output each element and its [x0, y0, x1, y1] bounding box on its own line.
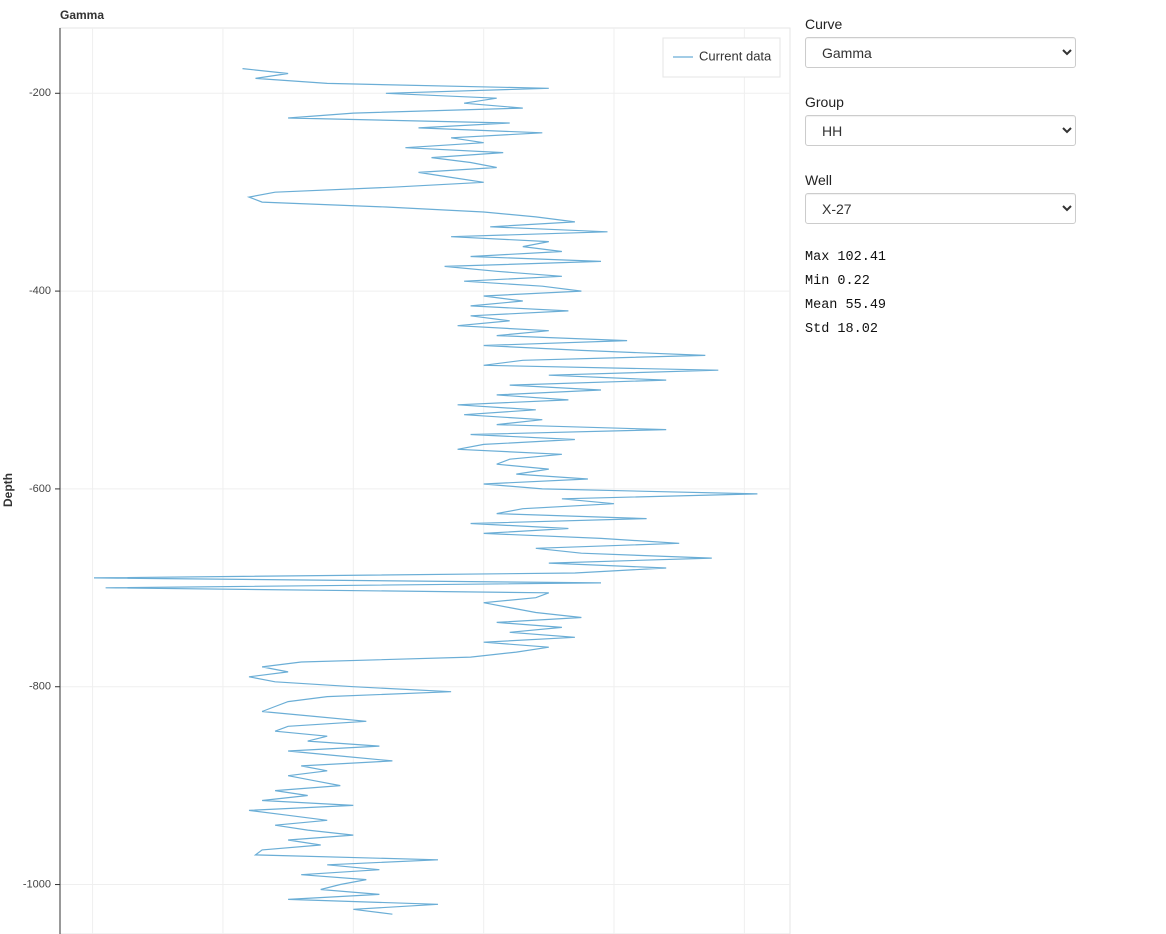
y-tick-label: -200: [29, 87, 51, 99]
stat-row: Min 0.22: [805, 270, 1077, 294]
y-tick-label: -800: [29, 681, 51, 693]
y-tick-label: -1000: [23, 878, 51, 890]
stat-row: Std 18.02: [805, 318, 1077, 342]
stat-row: Mean 55.49: [805, 294, 1077, 318]
stat-label: Max: [805, 250, 830, 265]
y-axis-label: Depth: [1, 473, 15, 507]
legend-label: Current data: [699, 48, 772, 63]
dropdown[interactable]: HH: [805, 115, 1076, 146]
stat-row: Max 102.41: [805, 246, 1077, 270]
dropdown[interactable]: Gamma: [805, 37, 1076, 68]
chart: Gamma Depth -200 -400 -600 -800 -1000 Current…: [1, 8, 791, 934]
chart-title: Gamma: [60, 8, 104, 22]
stat-label: Std: [805, 322, 830, 337]
stats: Max 102.41 Min 0.22 Mean 55.49 Std 18.02: [805, 246, 1077, 342]
stat-value: 18.02: [837, 322, 878, 337]
control-label: Group: [805, 94, 844, 110]
control-label: Well: [805, 172, 832, 188]
y-tick-label: -600: [29, 483, 51, 495]
control-label: Curve: [805, 16, 843, 32]
dropdown[interactable]: X-27: [805, 193, 1076, 224]
y-tick-label: -400: [29, 285, 51, 297]
data-line: [93, 68, 758, 915]
control-panel: Curve Gamma Group HH Well X-27 Max 102.41 Min 0…: [805, 16, 1077, 342]
stat-value: 55.49: [845, 298, 887, 313]
stat-value: 102.41: [837, 250, 887, 265]
stat-label: Mean: [805, 298, 838, 313]
stat-value: 0.22: [837, 274, 870, 289]
plot-frame: [59, 27, 791, 934]
stat-label: Min: [805, 274, 830, 289]
legend: Current data: [662, 37, 781, 78]
